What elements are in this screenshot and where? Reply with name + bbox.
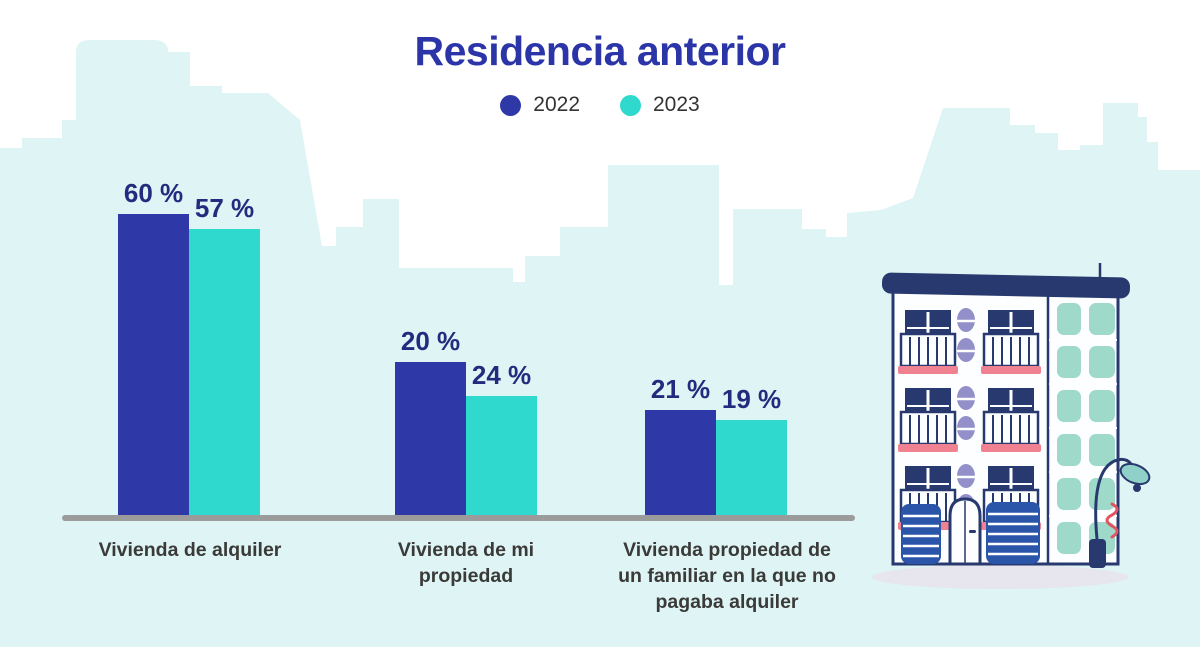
shop-shutter-right — [986, 502, 1040, 564]
category-label-line: pagaba alquiler — [655, 591, 799, 613]
value-label-2023-group-3: 19 % — [721, 384, 782, 414]
legend-label-2023: 2023 — [653, 93, 700, 116]
bar-2023-group-1 — [189, 229, 260, 515]
category-label-line: Vivienda de mi — [397, 539, 535, 561]
street-lamp — [1089, 457, 1151, 568]
page-title: Residencia anterior — [414, 28, 786, 74]
legend-item-2023: 2023 — [620, 93, 700, 117]
category-label-3: Vivienda propiedad de un familiar en la q… — [557, 537, 897, 615]
category-label-2: Vivienda de mi propiedad — [296, 537, 636, 589]
value-label-2022-group-2: 20 % — [400, 326, 461, 356]
category-label-1: Vivienda de alquiler — [20, 537, 360, 563]
lamp-base — [1089, 539, 1106, 568]
bar-2022-group-1 — [118, 214, 189, 515]
shop-shutter-left — [901, 504, 941, 564]
bar-2023-group-3 — [716, 420, 787, 515]
entrance-door — [948, 497, 982, 566]
building-roof — [881, 272, 1130, 299]
door-handle — [969, 530, 976, 533]
value-label-2023-group-2: 24 % — [471, 360, 532, 390]
chart-legend: 2022 2023 — [0, 93, 1200, 117]
lamp-squiggle — [1105, 502, 1119, 539]
legend-dot-2023-icon — [620, 94, 641, 116]
category-label-line: un familiar en la que no — [618, 565, 836, 587]
x-axis-baseline — [62, 515, 855, 521]
bar-2023-group-2 — [466, 396, 537, 515]
legend-label-2022: 2022 — [533, 93, 580, 116]
bar-2022-group-2 — [395, 362, 466, 515]
value-label-2023-group-1: 57 % — [194, 193, 255, 223]
building-shadow — [872, 565, 1128, 589]
category-label-line: propiedad — [418, 565, 514, 587]
mint-window-grid — [1049, 303, 1117, 554]
lamp-shade — [1119, 462, 1151, 486]
bar-2022-group-3 — [645, 410, 716, 515]
lamp-bulb — [1133, 484, 1141, 492]
value-label-2022-group-3: 21 % — [650, 374, 711, 404]
category-label-line: Vivienda de alquiler — [98, 539, 282, 561]
legend-item-2022: 2022 — [500, 93, 580, 117]
value-label-2022-group-1: 60 % — [123, 178, 184, 208]
legend-dot-2022-icon — [500, 94, 522, 116]
category-label-line: Vivienda propiedad de — [623, 539, 831, 561]
apartment-building-illustration — [872, 263, 1151, 589]
